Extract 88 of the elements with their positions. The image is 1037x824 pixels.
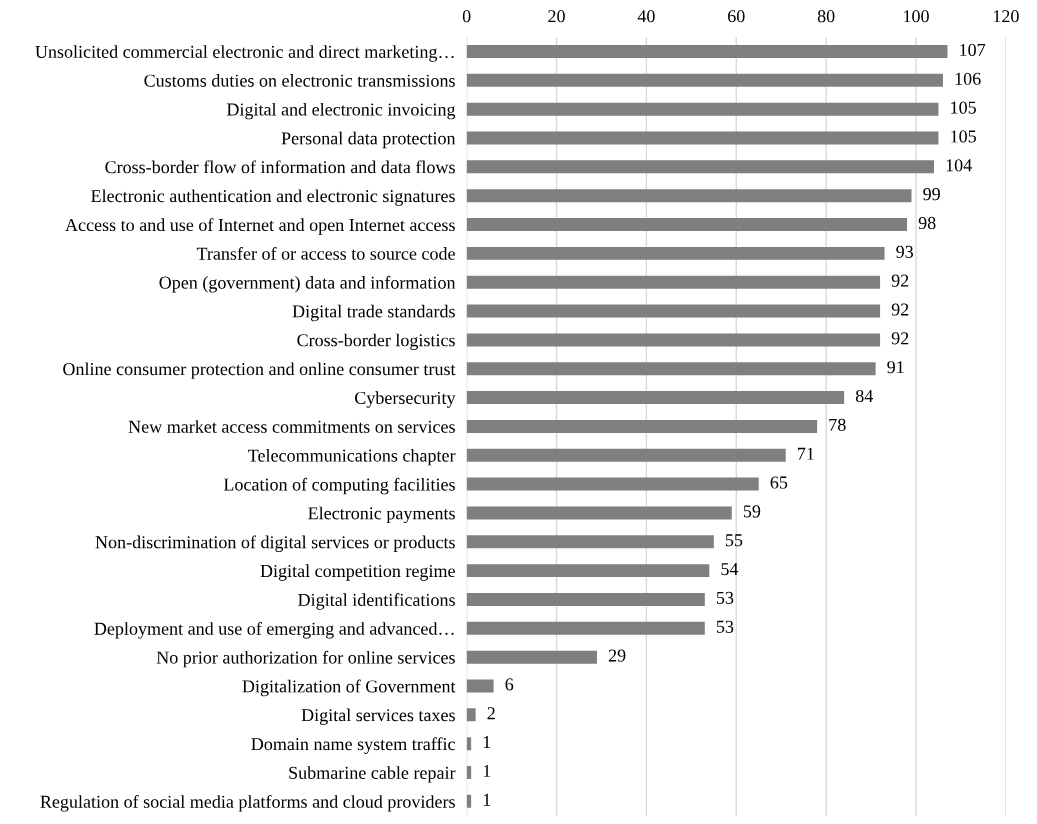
data-label: 105 (951, 130, 976, 143)
bar (466, 275, 881, 289)
bar (466, 448, 786, 462)
y-tick-label: Deployment and use of emerging and advanced… (94, 621, 454, 639)
y-tick-label: Digital services taxes (301, 708, 455, 725)
y-tick-label: Personal data protection (281, 131, 456, 149)
data-label: 104 (946, 159, 972, 172)
data-label: 105 (951, 101, 976, 114)
data-label: 99 (923, 188, 940, 201)
data-label: 84 (855, 389, 873, 403)
y-tick-label: Domain name system traffic (251, 737, 455, 754)
data-label: 65 (770, 476, 788, 489)
bar (466, 679, 494, 693)
bar (466, 419, 818, 433)
bar (466, 506, 732, 520)
bar (466, 45, 948, 58)
bar (466, 102, 939, 116)
y-tick-label: Submarine cable repair (289, 766, 456, 783)
data-label: 91 (887, 361, 904, 374)
data-label: 53 (716, 591, 734, 604)
y-tick-label: Online consumer protection and online consumer trust (63, 362, 456, 379)
data-label: 107 (960, 43, 986, 57)
bar (466, 621, 705, 635)
bar (466, 564, 710, 578)
y-tick-label: Cross-border flow of information and data flows (105, 160, 455, 174)
x-tick-label: 0 (462, 10, 471, 23)
x-tick-label: 40 (637, 10, 655, 23)
bar (466, 391, 845, 405)
y-tick-label: Digitalization of Government (242, 679, 456, 697)
data-label: 55 (725, 534, 743, 547)
y-tick-label: Digital identifications (298, 593, 455, 610)
data-label: 106 (955, 72, 981, 85)
data-label: 2 (487, 707, 495, 720)
data-label: 1 (483, 736, 491, 748)
y-tick-label: Non-discrimination of digital services or products (95, 535, 455, 553)
y-tick-label: Open (government) data and information (159, 275, 456, 293)
y-tick-label: Digital competition regime (260, 564, 455, 581)
bar (466, 218, 908, 232)
x-tick-label: 20 (548, 10, 565, 23)
y-tick-label: Customs duties on electronic transmissions (144, 74, 455, 87)
bar (466, 592, 705, 606)
y-tick-label: Access to and use of Internet and open Internet access (65, 218, 455, 235)
y-tick-label: Telecommunications chapter (248, 449, 456, 466)
y-tick-label: Electronic payments (308, 506, 455, 524)
y-tick-label: No prior authorization for online services (156, 650, 455, 668)
bar (466, 535, 714, 549)
y-tick-label: Digital and electronic invoicing (226, 102, 456, 120)
bar (466, 160, 934, 174)
y-tick-label: Regulation of social media platforms and cloud providers (40, 794, 455, 812)
data-label: 54 (721, 563, 739, 576)
data-label: 92 (891, 332, 909, 345)
bar (466, 246, 885, 260)
y-tick-label: Electronic authentication and electronic signatures (91, 189, 455, 206)
bar (466, 333, 881, 347)
x-tick-label: 100 (904, 10, 929, 23)
data-label: 59 (743, 505, 761, 518)
y-tick-label: Digital trade standards (292, 304, 455, 322)
y-tick-label: Location of computing facilities (223, 477, 455, 495)
data-label: 71 (798, 447, 814, 460)
y-tick-label: Cybersecurity (355, 391, 456, 408)
data-label: 1 (483, 793, 491, 806)
bar (466, 304, 881, 318)
bar (466, 477, 759, 491)
bar (466, 650, 597, 664)
data-label: 6 (505, 678, 514, 691)
x-tick-label: 120 (993, 10, 1019, 23)
data-label: 92 (891, 274, 909, 287)
data-label: 98 (918, 216, 936, 230)
data-label: 93 (896, 245, 914, 258)
data-label: 1 (483, 764, 491, 777)
bar (466, 794, 472, 808)
data-label: 92 (891, 303, 909, 316)
bar (466, 737, 472, 751)
bar (466, 131, 939, 145)
bar (466, 73, 943, 87)
data-label: 53 (716, 620, 734, 633)
y-tick-label: Transfer of or access to source code (196, 246, 455, 260)
y-tick-label: Cross-border logistics (297, 333, 455, 351)
bar (466, 189, 912, 203)
y-tick-label: New market access commitments on services (128, 420, 455, 433)
bar (466, 362, 876, 376)
y-tick-label: Unsolicited commercial electronic and direct marketing… (35, 45, 454, 62)
data-label: 29 (608, 649, 626, 662)
bar (466, 708, 476, 722)
data-label: 78 (829, 418, 846, 431)
bar (466, 766, 472, 779)
x-tick-label: 60 (728, 10, 745, 23)
x-tick-label: 80 (817, 10, 835, 23)
